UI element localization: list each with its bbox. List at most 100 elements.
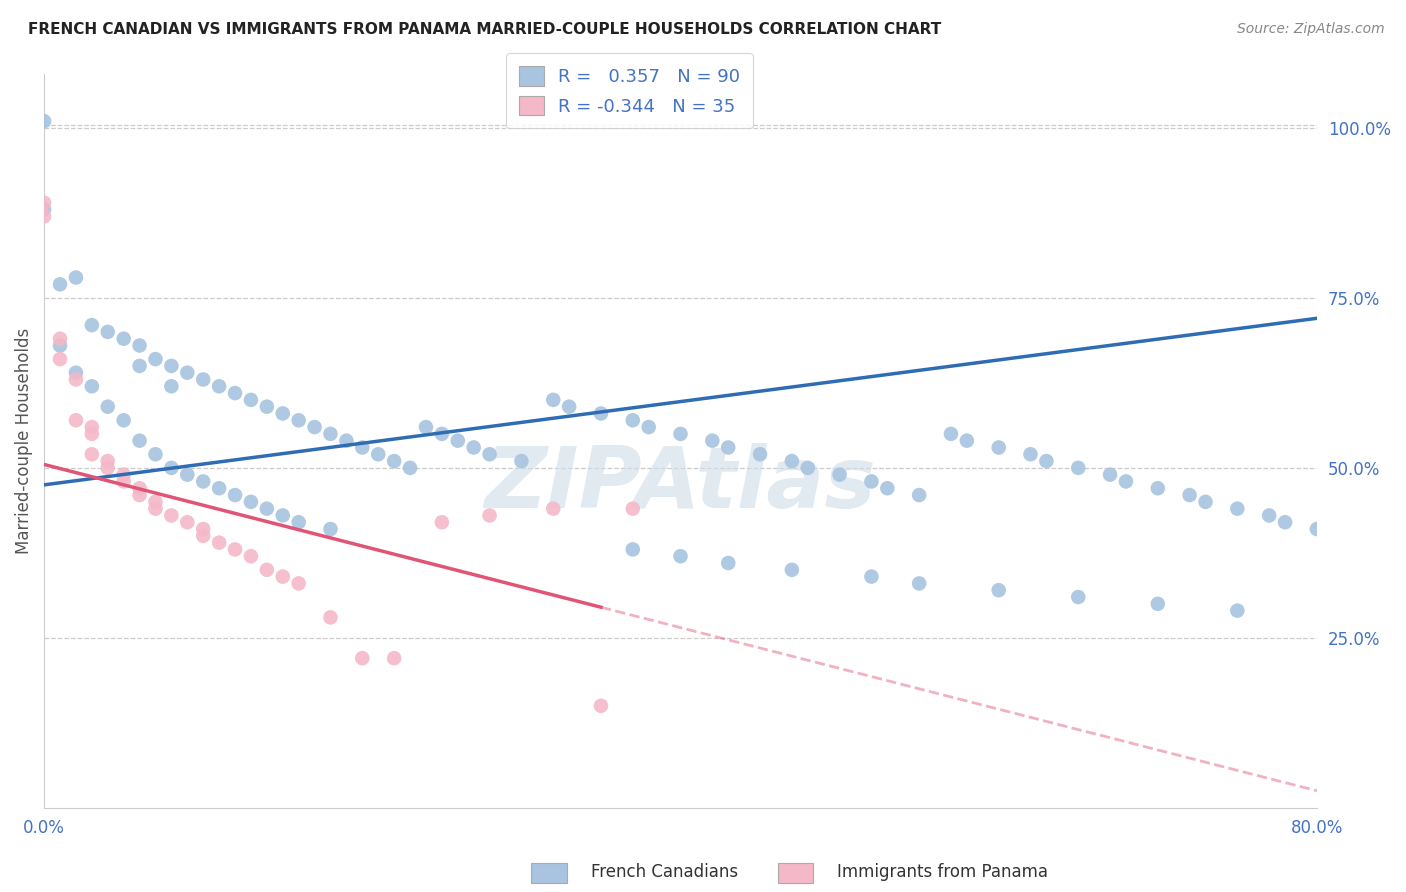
Point xyxy=(382,651,405,665)
Point xyxy=(382,454,405,468)
Point xyxy=(717,556,740,570)
Point xyxy=(939,426,962,441)
Point xyxy=(193,372,215,386)
Point xyxy=(447,434,470,448)
Point xyxy=(208,535,231,549)
Point xyxy=(430,426,453,441)
Point xyxy=(97,461,120,475)
Point xyxy=(478,508,501,523)
Point xyxy=(1146,597,1168,611)
Point xyxy=(128,481,150,495)
Point xyxy=(352,441,374,455)
Point xyxy=(128,338,150,352)
Point xyxy=(669,426,692,441)
Point xyxy=(463,441,485,455)
Point xyxy=(478,447,501,461)
Point xyxy=(558,400,581,414)
Text: ZIPAtlas: ZIPAtlas xyxy=(485,443,876,526)
Point xyxy=(780,563,803,577)
Point xyxy=(80,318,103,332)
Point xyxy=(145,352,167,367)
Point xyxy=(367,447,389,461)
Point xyxy=(112,475,135,489)
Point xyxy=(1274,515,1296,529)
Point xyxy=(828,467,851,482)
Point xyxy=(80,379,103,393)
Point xyxy=(160,508,183,523)
Point xyxy=(987,583,1010,598)
Point xyxy=(541,392,564,407)
Point xyxy=(145,447,167,461)
Point xyxy=(224,386,246,401)
Point xyxy=(256,563,278,577)
Point xyxy=(541,501,564,516)
Point xyxy=(176,467,198,482)
Point xyxy=(80,420,103,434)
Point xyxy=(224,488,246,502)
Point xyxy=(621,542,644,557)
Point xyxy=(1115,475,1137,489)
Point xyxy=(876,481,898,495)
Point xyxy=(176,366,198,380)
Point xyxy=(1258,508,1281,523)
Point xyxy=(287,413,309,427)
Point xyxy=(256,501,278,516)
Point xyxy=(128,434,150,448)
Point xyxy=(1067,461,1090,475)
Point xyxy=(193,529,215,543)
Point xyxy=(65,413,87,427)
Point xyxy=(304,420,326,434)
Point xyxy=(49,338,72,352)
Point xyxy=(908,488,931,502)
Point xyxy=(271,569,294,583)
Point xyxy=(97,325,120,339)
Point xyxy=(352,651,374,665)
Point xyxy=(224,542,246,557)
Point xyxy=(97,400,120,414)
Point xyxy=(32,210,55,224)
Point xyxy=(49,352,72,367)
Point xyxy=(1194,495,1216,509)
Point xyxy=(239,392,262,407)
Point xyxy=(32,114,55,128)
Point xyxy=(319,610,342,624)
Point xyxy=(1067,590,1090,604)
Point xyxy=(160,359,183,373)
Point xyxy=(193,522,215,536)
Point xyxy=(65,372,87,386)
Point xyxy=(65,270,87,285)
Point xyxy=(860,475,883,489)
Point xyxy=(860,569,883,583)
Point xyxy=(589,407,612,421)
Point xyxy=(271,407,294,421)
Point xyxy=(112,413,135,427)
Point xyxy=(1178,488,1201,502)
Point xyxy=(1019,447,1042,461)
Point xyxy=(287,576,309,591)
Point xyxy=(239,495,262,509)
Point xyxy=(415,420,437,434)
Point xyxy=(908,576,931,591)
Text: Immigrants from Panama: Immigrants from Panama xyxy=(837,863,1047,881)
Point xyxy=(1099,467,1122,482)
Point xyxy=(145,495,167,509)
Point xyxy=(637,420,659,434)
Point xyxy=(1226,604,1249,618)
Point xyxy=(335,434,357,448)
Point xyxy=(287,515,309,529)
Point xyxy=(176,515,198,529)
Point xyxy=(1306,522,1329,536)
Point xyxy=(32,195,55,210)
Point xyxy=(80,447,103,461)
Point xyxy=(256,400,278,414)
Point xyxy=(669,549,692,564)
Point xyxy=(987,441,1010,455)
Point xyxy=(319,426,342,441)
Y-axis label: Married-couple Households: Married-couple Households xyxy=(15,327,32,554)
Point xyxy=(32,202,55,217)
Point xyxy=(271,508,294,523)
Legend: R =   0.357   N = 90, R = -0.344   N = 35: R = 0.357 N = 90, R = -0.344 N = 35 xyxy=(506,54,754,128)
Point xyxy=(430,515,453,529)
Point xyxy=(208,379,231,393)
Point xyxy=(128,359,150,373)
